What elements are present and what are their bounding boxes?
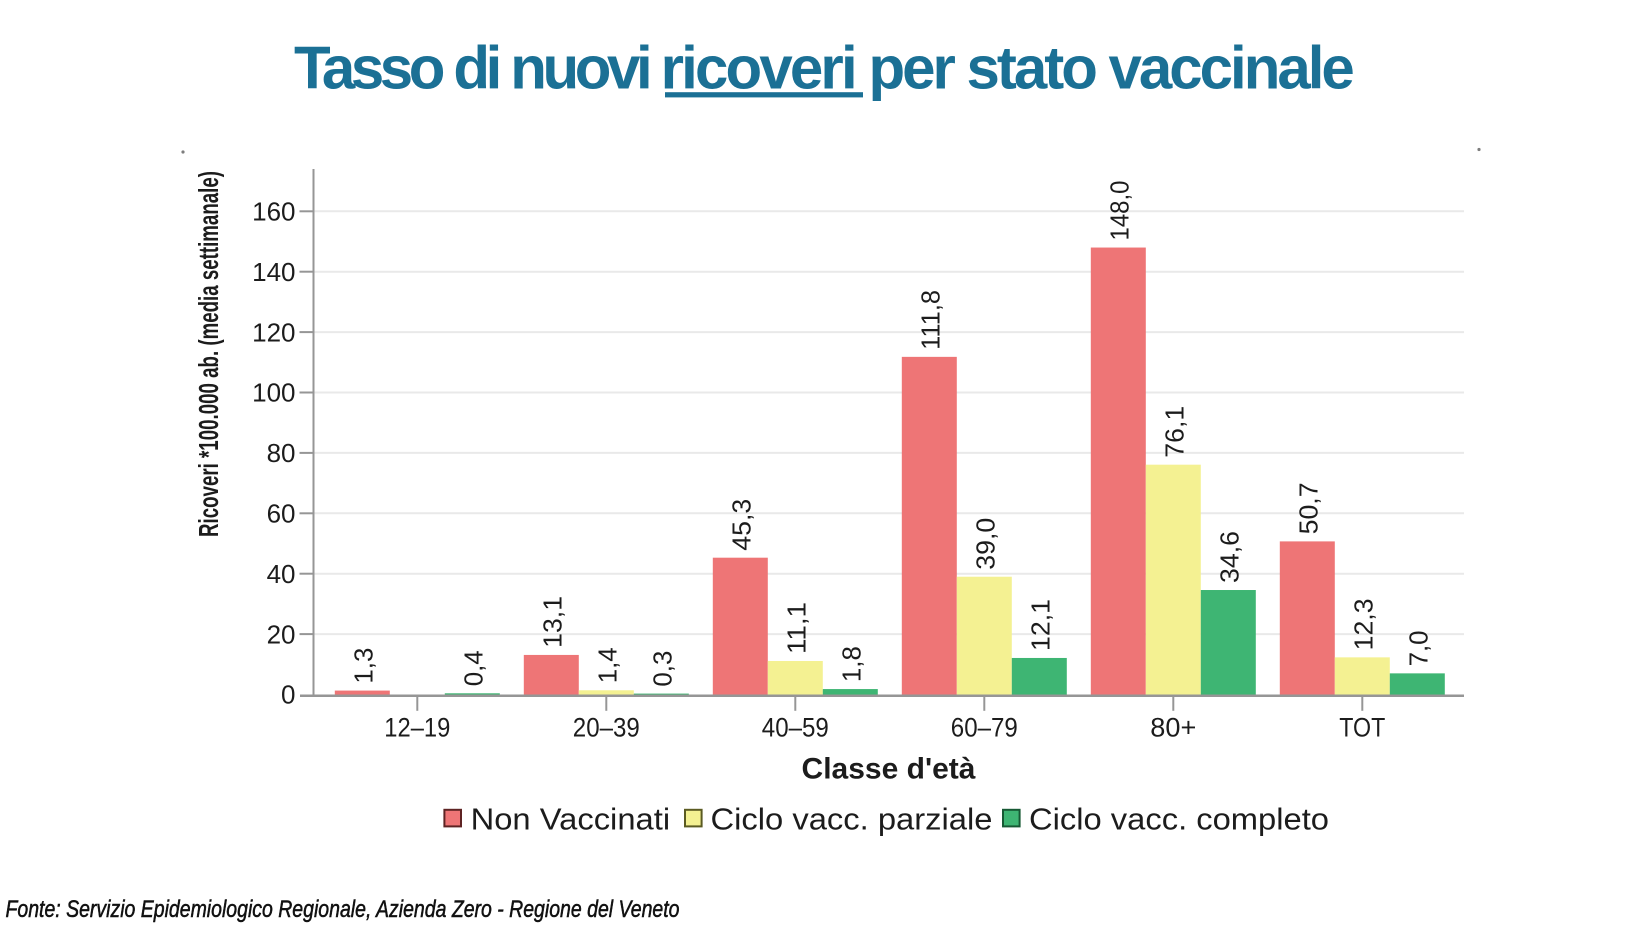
svg-text:12,3: 12,3 xyxy=(1348,598,1378,650)
svg-text:148,0: 148,0 xyxy=(1104,181,1134,241)
svg-text:34,6: 34,6 xyxy=(1214,531,1244,583)
svg-text:Ciclo vacc. completo: Ciclo vacc. completo xyxy=(1029,802,1329,837)
svg-text:1,4: 1,4 xyxy=(592,647,622,683)
svg-text:80+: 80+ xyxy=(1150,713,1196,743)
svg-text:12–19: 12–19 xyxy=(384,713,450,743)
svg-text:1,8: 1,8 xyxy=(836,646,866,682)
svg-text:40–59: 40–59 xyxy=(762,713,829,743)
svg-text:Ciclo vacc. parziale: Ciclo vacc. parziale xyxy=(711,802,993,837)
svg-text:140: 140 xyxy=(252,257,295,287)
svg-text:0,4: 0,4 xyxy=(458,650,488,686)
svg-text:0,3: 0,3 xyxy=(647,651,677,687)
svg-text:12,1: 12,1 xyxy=(1025,599,1055,651)
svg-text:TOT: TOT xyxy=(1339,713,1385,743)
svg-text:100: 100 xyxy=(252,378,295,408)
svg-text:39,0: 39,0 xyxy=(970,518,1000,570)
svg-text:60–79: 60–79 xyxy=(951,713,1018,743)
svg-text:76,1: 76,1 xyxy=(1159,406,1189,458)
svg-text:Fonte: Servizio Epidemiologico: Fonte: Servizio Epidemiologico Regionale… xyxy=(6,896,680,923)
svg-text:1,3: 1,3 xyxy=(348,648,378,684)
svg-text:7,0: 7,0 xyxy=(1403,630,1433,666)
svg-text:11,1: 11,1 xyxy=(781,602,811,654)
svg-text:20: 20 xyxy=(267,619,296,649)
svg-text:13,1: 13,1 xyxy=(537,596,567,648)
svg-text:Non Vaccinati: Non Vaccinati xyxy=(471,802,670,837)
svg-text:45,3: 45,3 xyxy=(726,499,756,551)
svg-text:60: 60 xyxy=(267,499,296,529)
svg-text:40: 40 xyxy=(267,559,296,589)
svg-text:Tasso di nuovi ricoveri per st: Tasso di nuovi ricoveri per stato vaccin… xyxy=(294,35,1355,102)
svg-text:Ricoveri *100.000 ab. (media s: Ricoveri *100.000 ab. (media settimanale… xyxy=(193,171,224,537)
svg-text:20–39: 20–39 xyxy=(573,713,640,743)
svg-text:111,8: 111,8 xyxy=(915,290,945,350)
svg-text:Classe d'età: Classe d'età xyxy=(802,753,976,786)
svg-text:80: 80 xyxy=(267,438,296,468)
svg-text:50,7: 50,7 xyxy=(1293,482,1323,534)
svg-text:160: 160 xyxy=(252,197,295,227)
svg-text:120: 120 xyxy=(252,317,295,347)
svg-text:0: 0 xyxy=(281,680,295,710)
